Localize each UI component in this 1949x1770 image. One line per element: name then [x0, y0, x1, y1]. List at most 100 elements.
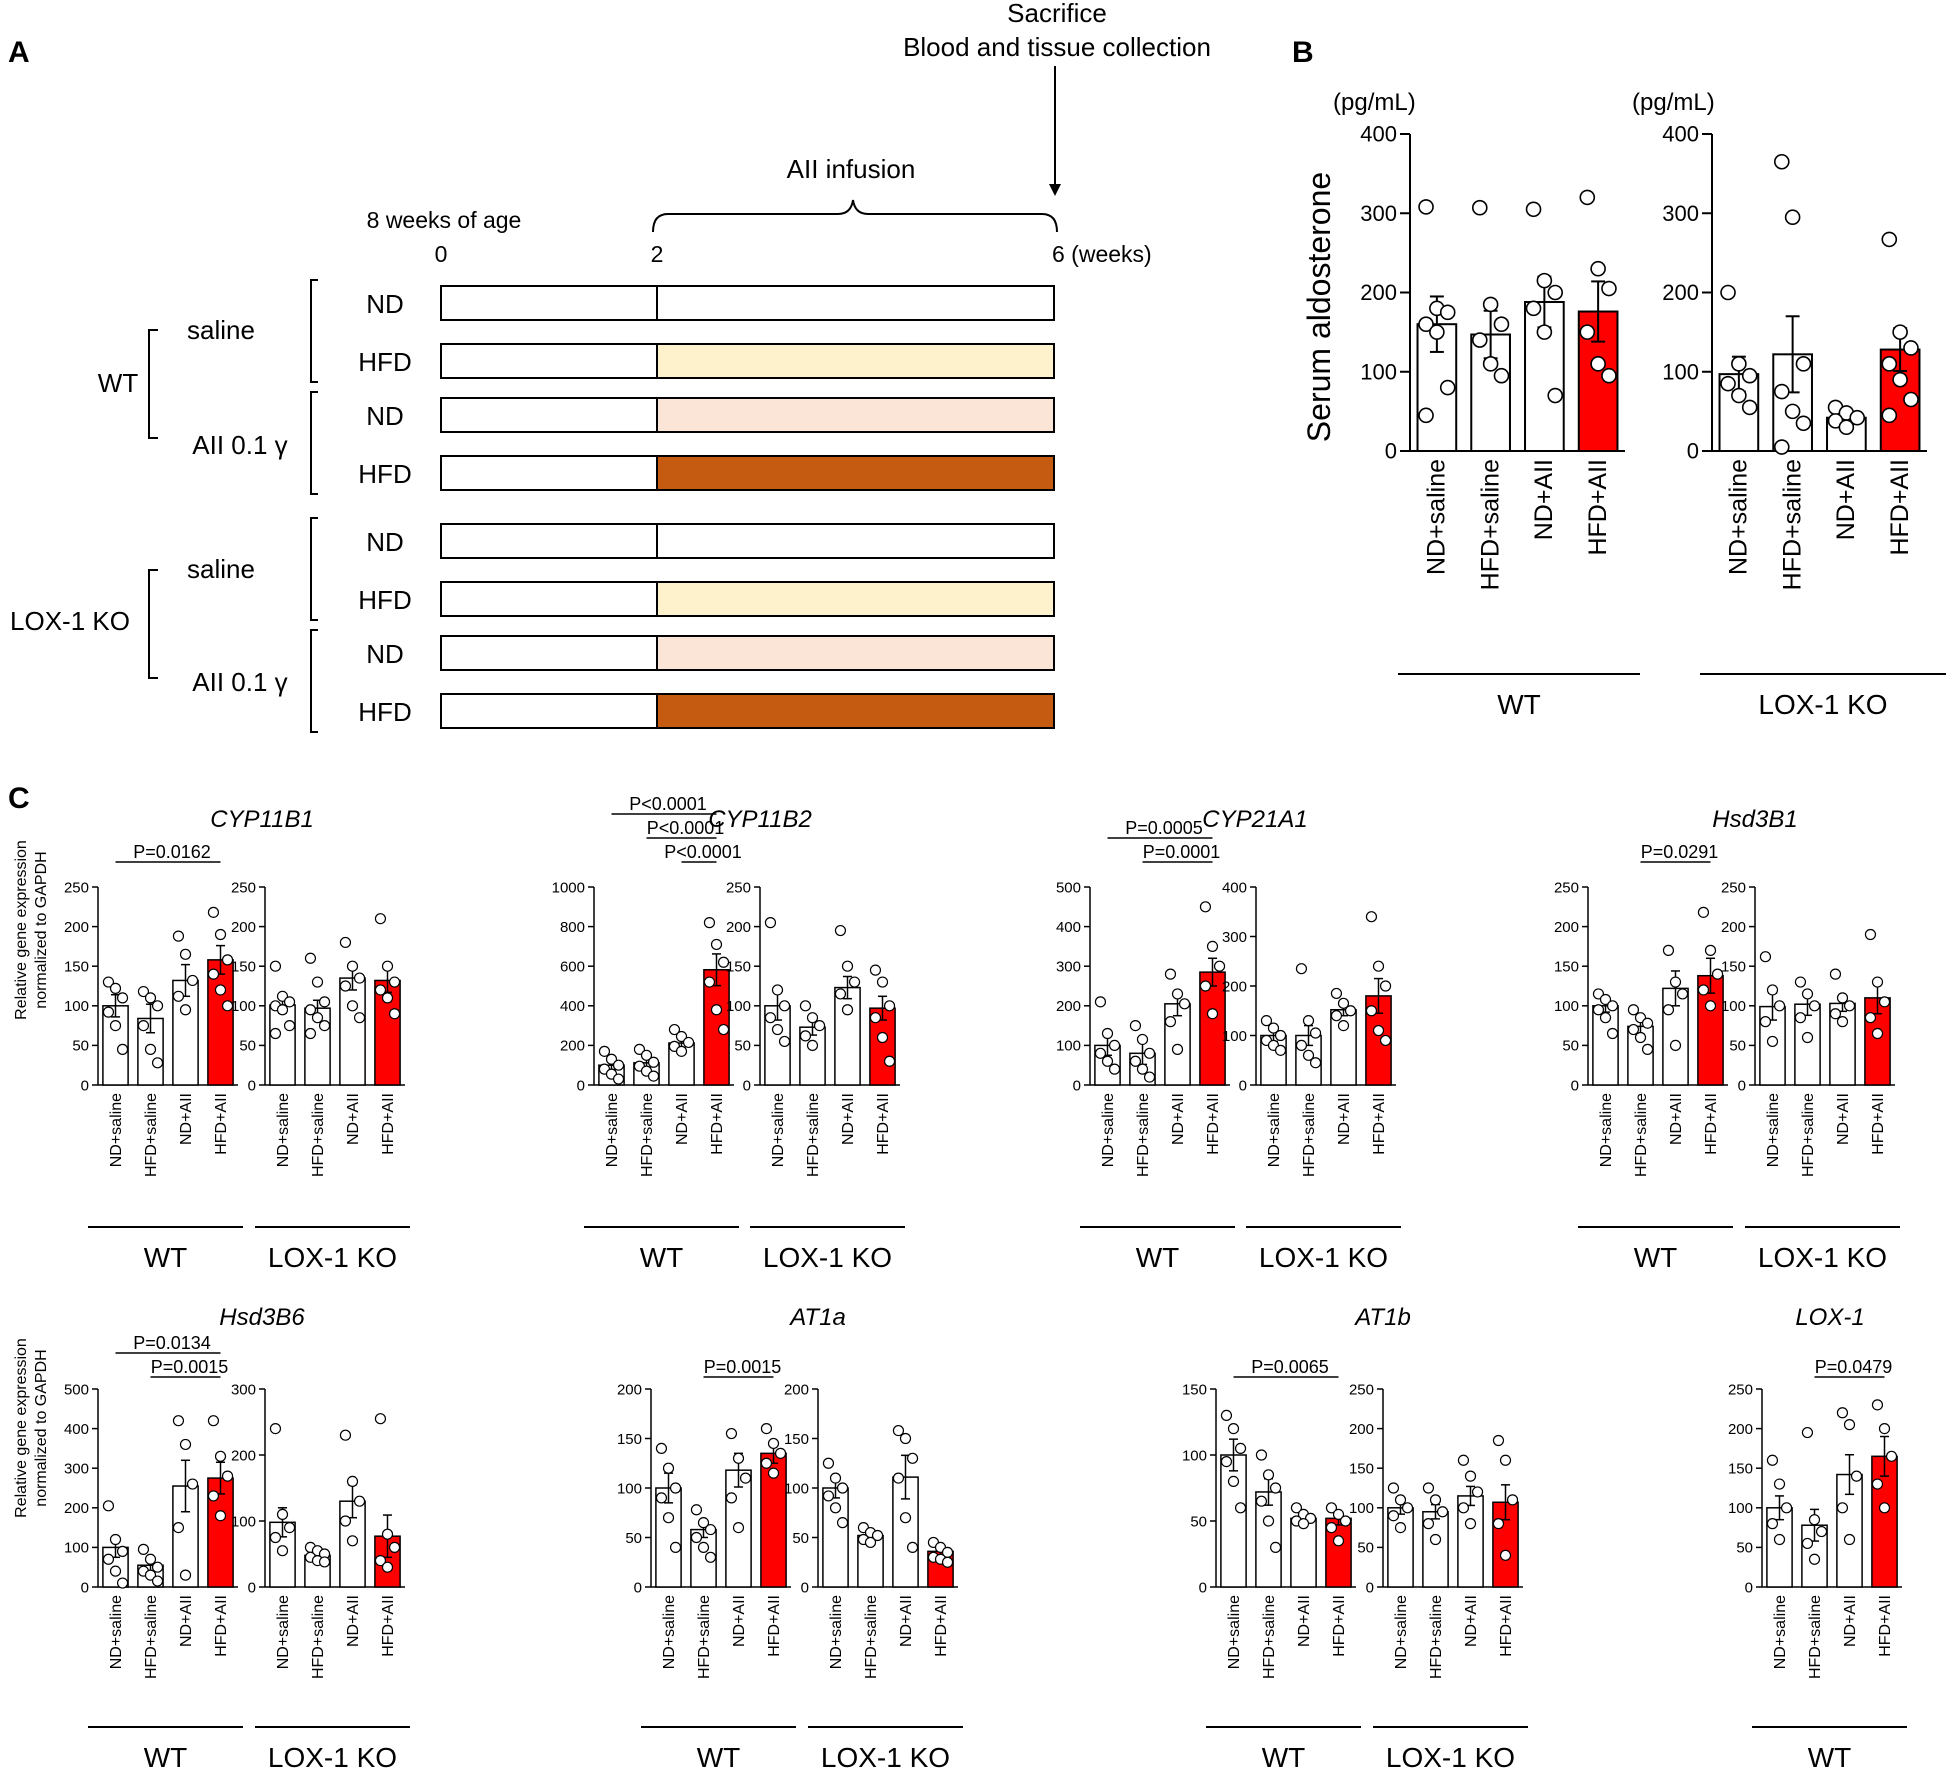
- data-point: [906, 1452, 919, 1464]
- data-point: [1274, 1029, 1287, 1042]
- data-point: [276, 1508, 289, 1521]
- row-bar-infusion-fill: [657, 583, 1053, 615]
- y-tick-label: 100: [1360, 359, 1397, 384]
- data-point: [1269, 1482, 1282, 1494]
- data-point: [806, 1012, 819, 1024]
- data-point: [137, 1543, 150, 1555]
- data-point: [778, 1035, 791, 1048]
- data-point: [1387, 1482, 1400, 1494]
- y-tick-label: 300: [1360, 201, 1397, 226]
- data-point: [1525, 300, 1542, 317]
- significance-label: P=0.0065: [1251, 1357, 1329, 1377]
- data-point: [690, 1504, 703, 1516]
- data-point: [339, 936, 352, 949]
- y-tick-label: 600: [560, 958, 585, 975]
- category-label: HFD+AII: [1371, 1093, 1388, 1155]
- data-point: [388, 1541, 401, 1554]
- data-point: [871, 1529, 884, 1542]
- data-point: [1720, 284, 1736, 301]
- data-point: [1547, 387, 1564, 404]
- data-point: [1108, 1063, 1121, 1075]
- data-point: [214, 1510, 227, 1522]
- category-label: HFD+saline: [1301, 1093, 1318, 1177]
- data-point: [1227, 1475, 1240, 1488]
- data-point: [1379, 980, 1392, 992]
- data-point: [1136, 1063, 1149, 1075]
- chart-C-Hsd3B6-WT: 0 100 200 300 400 500 ND+saline HFD+saline ND+AI…: [64, 1304, 305, 1679]
- data-point: [179, 1569, 192, 1581]
- data-point: [1332, 1535, 1345, 1547]
- data-point: [1704, 944, 1717, 956]
- tick-2: 2: [651, 241, 664, 267]
- y-tick-label: 0: [81, 1077, 89, 1094]
- data-point: [346, 1000, 359, 1012]
- data-point: [1094, 996, 1107, 1008]
- chart-C-Hsd3B1-KO: 0 50 100 150 200 250 ND+saline HFD+saline ND+AII…: [1721, 879, 1895, 1177]
- data-point: [102, 1553, 115, 1565]
- data-point: [806, 1039, 819, 1052]
- data-point: [1330, 987, 1343, 1000]
- category-label: HFD+AII: [1877, 1595, 1894, 1657]
- data-point: [207, 968, 220, 980]
- data-point: [276, 1545, 289, 1557]
- significance-label: P=0.0162: [133, 842, 211, 862]
- row-bar-outline: [440, 285, 1055, 321]
- data-point: [1849, 409, 1866, 426]
- data-point: [1784, 403, 1801, 420]
- panel-b: B (pg/mL) (pg/mL) Serum aldosterone: [1292, 36, 1715, 442]
- wt-aii-label: AII 0.1 γ: [192, 430, 287, 460]
- data-point: [1843, 1000, 1856, 1012]
- data-point: [1843, 1533, 1856, 1546]
- group-label: WT: [1136, 1242, 1180, 1273]
- data-point: [1493, 316, 1510, 333]
- c-row1-ylabel-1: Relative gene expression: [13, 840, 30, 1020]
- bar-HFD+AII: [207, 959, 234, 1086]
- row-bar-outline: [440, 523, 1055, 559]
- category-label: HFD+AII: [1886, 459, 1914, 556]
- data-point: [836, 1517, 849, 1529]
- row-diet-label: HFD: [358, 459, 411, 489]
- category-label: ND+AII: [840, 1093, 857, 1145]
- data-point: [1101, 1027, 1114, 1040]
- data-point: [109, 1565, 122, 1577]
- significance-label: P<0.0001: [664, 842, 742, 862]
- data-point: [1339, 1515, 1352, 1527]
- data-point: [1295, 1039, 1308, 1052]
- data-point: [1808, 1514, 1821, 1526]
- y-tick-label: 150: [617, 1431, 642, 1448]
- data-point: [864, 1536, 877, 1549]
- y-tick-label: 300: [1056, 958, 1081, 975]
- data-point: [739, 1472, 752, 1484]
- category-label: ND+AII: [1336, 1093, 1353, 1145]
- data-point: [374, 913, 387, 925]
- data-point: [1418, 199, 1434, 215]
- data-point: [1482, 296, 1499, 313]
- y-tick-label: 500: [64, 1381, 89, 1398]
- chart-title: Hsd3B6: [219, 1304, 305, 1331]
- data-point: [1881, 356, 1898, 372]
- y-tick-label: 150: [1182, 1381, 1207, 1398]
- data-point: [1290, 1502, 1303, 1514]
- data-point: [1267, 1022, 1280, 1034]
- category-label: ND+AII: [674, 1093, 691, 1145]
- data-point: [675, 1045, 688, 1057]
- data-point: [1471, 332, 1488, 348]
- group-label: WT: [697, 1742, 741, 1770]
- group-label: LOX-1 KO: [1758, 1242, 1887, 1273]
- data-point: [841, 1004, 854, 1016]
- group-label: WT: [1634, 1242, 1678, 1273]
- chart-title: LOX-1: [1795, 1304, 1864, 1331]
- data-point: [799, 1000, 812, 1012]
- y-tick-label: 0: [577, 1077, 585, 1094]
- chart-C-CYP11B1-KO: 0 50 100 150 200 250 ND+saline HFD+saline ND+AII…: [231, 879, 405, 1177]
- y-tick-label: 200: [64, 1500, 89, 1517]
- data-point: [1372, 960, 1385, 972]
- bracket-wt-saline: [310, 279, 318, 383]
- category-label: HFD+saline: [805, 1093, 822, 1177]
- data-point: [346, 1475, 359, 1488]
- data-point: [675, 1030, 688, 1043]
- y-tick-label: 200: [1056, 998, 1081, 1015]
- data-point: [813, 1019, 826, 1032]
